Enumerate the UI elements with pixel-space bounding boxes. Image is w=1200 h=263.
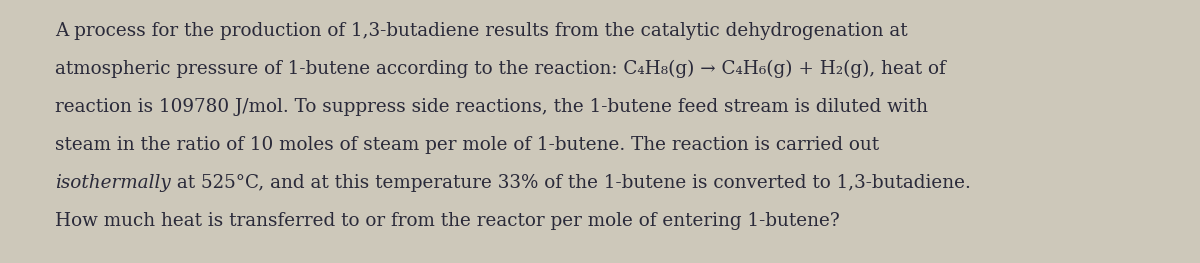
Text: A process for the production of 1,3-butadiene results from the catalytic dehydro: A process for the production of 1,3-buta… bbox=[55, 22, 907, 40]
Text: How much heat is transferred to or from the reactor per mole of entering 1-buten: How much heat is transferred to or from … bbox=[55, 212, 840, 230]
Text: steam in the ratio of 10 moles of steam per mole of 1-butene. The reaction is ca: steam in the ratio of 10 moles of steam … bbox=[55, 136, 880, 154]
Text: reaction is 109780 J/mol. To suppress side reactions, the 1-butene feed stream i: reaction is 109780 J/mol. To suppress si… bbox=[55, 98, 928, 116]
Text: isothermally: isothermally bbox=[55, 174, 170, 192]
Text: at 525°C, and at this temperature 33% of the 1-butene is converted to 1,3-butadi: at 525°C, and at this temperature 33% of… bbox=[170, 174, 971, 192]
Text: atmospheric pressure of 1-butene according to the reaction: C₄H₈(g) → C₄H₆(g) + : atmospheric pressure of 1-butene accordi… bbox=[55, 60, 946, 78]
